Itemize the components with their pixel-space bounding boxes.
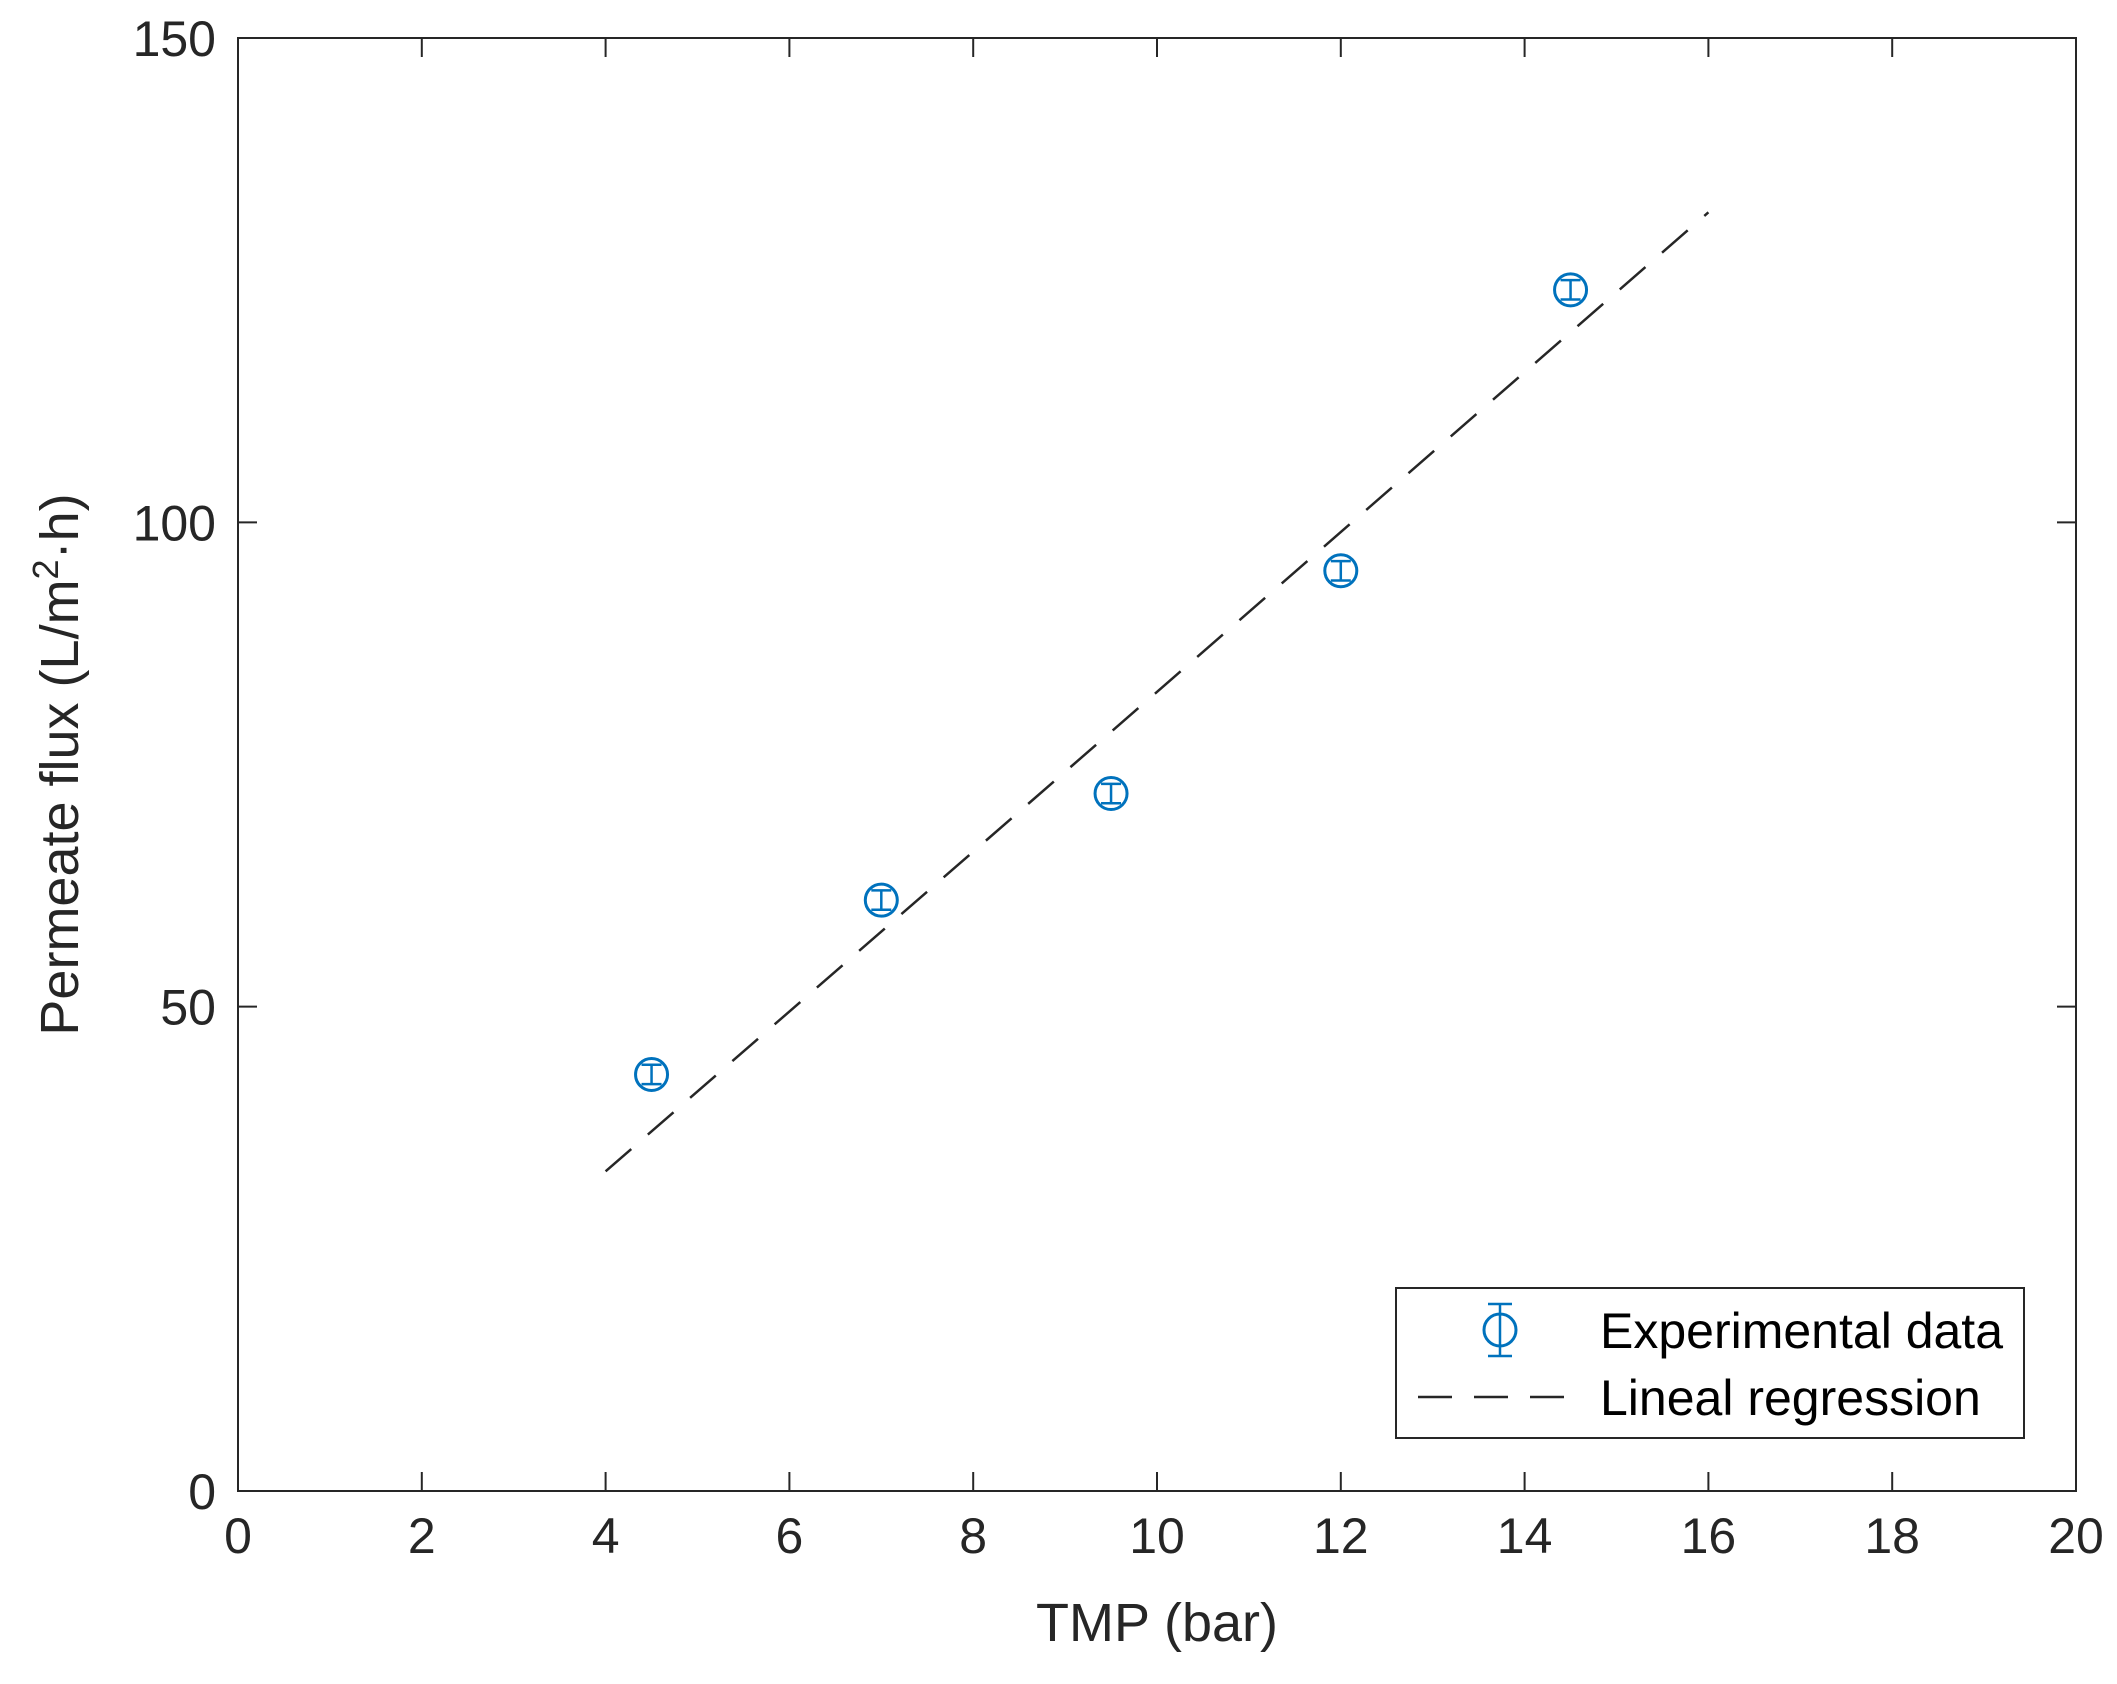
plot-area-frame <box>237 37 2077 1492</box>
y-tick-label-0: 0 <box>188 1464 216 1520</box>
x-tick-label-8: 16 <box>1681 1508 1737 1564</box>
x-tick-label-10: 20 <box>2048 1508 2104 1564</box>
data-point-marker-1 <box>863 882 899 918</box>
data-point-4 <box>1553 272 1589 308</box>
y-tick-label-2: 100 <box>133 495 216 551</box>
y-axis-label: Permeate flux (L/m2·h) <box>25 493 91 1035</box>
data-point-3 <box>1323 553 1359 589</box>
data-point-marker-3 <box>1323 553 1359 589</box>
y-tick-label-1: 50 <box>160 980 216 1036</box>
x-tick-label-1: 2 <box>408 1508 436 1564</box>
x-tick-label-0: 0 <box>224 1508 252 1564</box>
data-point-marker-4 <box>1553 272 1589 308</box>
data-point-marker-0 <box>634 1056 670 1092</box>
x-tick-label-6: 12 <box>1313 1508 1369 1564</box>
legend-label-experimental-data: Experimental data <box>1600 1303 2003 1359</box>
legend: Experimental data Lineal regression <box>1395 1287 2025 1439</box>
y-axis-label-text: Permeate flux (L/m <box>30 579 90 1035</box>
plot-series <box>604 211 1710 1173</box>
x-tick-label-3: 6 <box>775 1508 803 1564</box>
legend-label-lineal-regression: Lineal regression <box>1600 1370 1981 1426</box>
y-axis-label-superscript: 2 <box>25 559 66 579</box>
y-axis-label-unit-end: ·h) <box>30 493 90 559</box>
regression-line <box>604 211 1710 1173</box>
legend-marker-experimental-data <box>1482 1302 1518 1358</box>
x-tick-label-7: 14 <box>1497 1508 1553 1564</box>
x-tick-label-9: 18 <box>1864 1508 1920 1564</box>
y-tick-label-3: 150 <box>133 11 216 67</box>
ticks: 0 2 4 6 8 10 12 14 16 18 20 0 50 100 150 <box>133 11 2104 1564</box>
data-point-1 <box>863 882 899 918</box>
data-point-2 <box>1093 776 1129 812</box>
data-point-0 <box>634 1056 670 1092</box>
x-tick-label-4: 8 <box>959 1508 987 1564</box>
x-tick-label-5: 10 <box>1129 1508 1185 1564</box>
x-tick-label-2: 4 <box>592 1508 620 1564</box>
data-point-marker-2 <box>1093 776 1129 812</box>
x-axis-label: TMP (bar) <box>1036 1593 1278 1653</box>
